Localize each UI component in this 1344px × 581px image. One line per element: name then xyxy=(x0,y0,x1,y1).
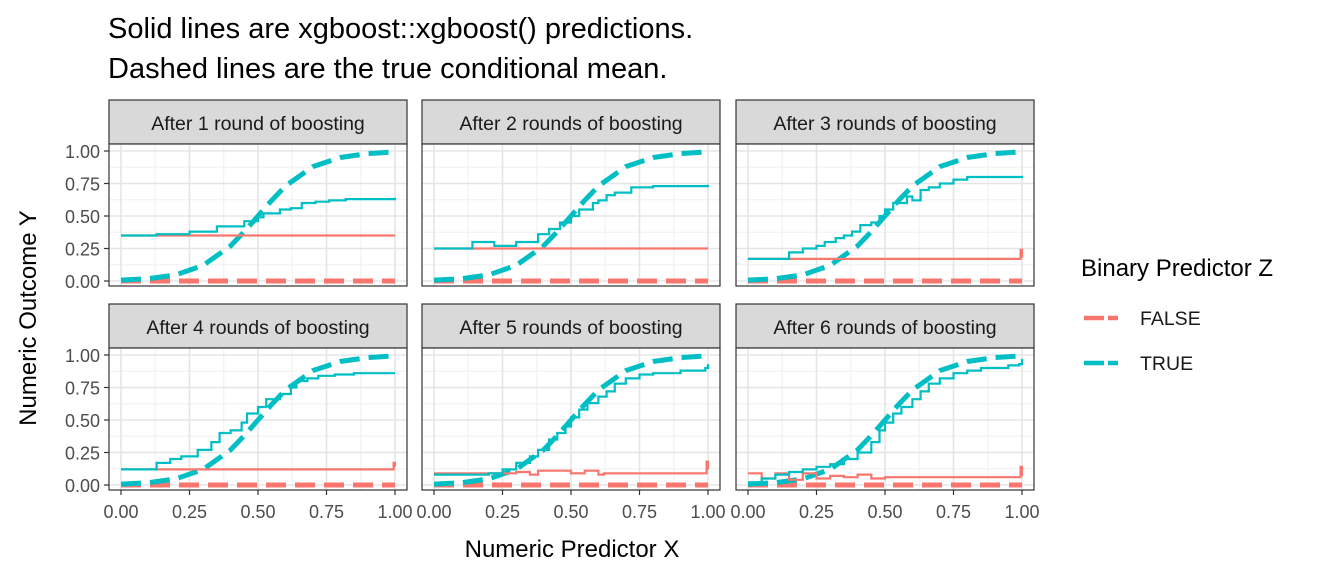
facet-strip-label: After 4 rounds of boosting xyxy=(146,317,369,339)
facet-panel-5: After 5 rounds of boosting 0.00 0.25 0.50 0.… xyxy=(416,303,726,522)
facet-strip xyxy=(735,303,1035,349)
prediction-line-true xyxy=(434,364,710,476)
legend-title: Binary Predictor Z xyxy=(1081,255,1273,282)
x-axis-label: Numeric Predictor X xyxy=(465,536,680,563)
x-tick-label: 0.25 xyxy=(799,502,834,522)
legend: Binary Predictor Z FALSE TRUE xyxy=(1081,255,1273,375)
chart-title-line-2: Dashed lines are the true conditional me… xyxy=(108,53,667,85)
x-tick-label: 1.00 xyxy=(690,502,725,522)
prediction-line-true xyxy=(434,184,710,250)
panel-border xyxy=(735,143,1035,287)
x-tick-label: 0.00 xyxy=(416,502,451,522)
x-tick-label: 1.00 xyxy=(1004,502,1039,522)
prediction-line-true xyxy=(748,175,1024,260)
x-tick-label: 0.50 xyxy=(240,502,275,522)
x-tick-label: 0.75 xyxy=(309,502,344,522)
x-tick-label: 0.00 xyxy=(103,502,138,522)
y-tick-label: 0.50 xyxy=(65,411,100,431)
facet-strip xyxy=(108,303,408,349)
y-tick-label: 0.50 xyxy=(65,207,100,227)
y-tick-label: 0.75 xyxy=(65,175,100,195)
facet-panel-6: After 6 rounds of boosting 0.00 0.25 0.50 0.… xyxy=(730,303,1040,522)
prediction-line-true xyxy=(748,358,1024,484)
facet-panel-4: After 4 rounds of boosting 0.00 0.25 0.50 0.… xyxy=(65,303,413,522)
prediction-line-false xyxy=(748,465,1024,481)
y-tick-label: 0.75 xyxy=(65,379,100,399)
x-tick-label: 0.50 xyxy=(867,502,902,522)
panels-layer: After 1 round of boosting 0.00 0.25 0.50 0.7… xyxy=(65,99,1040,522)
panel-border xyxy=(108,143,408,287)
x-tick-label: 0.50 xyxy=(553,502,588,522)
y-tick-label: 0.25 xyxy=(65,240,100,260)
facet-strip-label: After 2 rounds of boosting xyxy=(459,113,682,135)
panel-border xyxy=(421,143,721,287)
x-tick-label: 0.00 xyxy=(730,502,765,522)
legend-entries: FALSE TRUE xyxy=(1084,308,1201,375)
x-tick-label: 0.75 xyxy=(936,502,971,522)
y-axis-label: Numeric Outcome Y xyxy=(15,210,42,426)
facet-panel-3: After 3 rounds of boosting xyxy=(735,99,1035,287)
legend-label: TRUE xyxy=(1140,353,1193,375)
x-tick-label: 0.25 xyxy=(485,502,520,522)
x-tick-label: 1.00 xyxy=(377,502,412,522)
x-tick-label: 0.75 xyxy=(622,502,657,522)
true-mean-line-true xyxy=(120,149,396,283)
facet-strip-label: After 6 rounds of boosting xyxy=(773,317,996,339)
facet-strip-label: After 1 round of boosting xyxy=(151,113,365,135)
prediction-line-false xyxy=(121,461,397,471)
facet-strip-label: After 5 rounds of boosting xyxy=(459,317,682,339)
facet-strip xyxy=(735,99,1035,145)
y-tick-label: 0.25 xyxy=(65,444,100,464)
legend-entry-true: TRUE xyxy=(1084,353,1193,375)
prediction-line-false xyxy=(748,248,1024,260)
facet-panel-1: After 1 round of boosting 0.00 0.25 0.50 0.7… xyxy=(65,99,408,292)
y-tick-label: 1.00 xyxy=(65,142,100,162)
facet-strip xyxy=(108,99,408,145)
true-mean-line-true xyxy=(120,353,396,487)
facet-strip-label: After 3 rounds of boosting xyxy=(773,113,996,135)
legend-label: FALSE xyxy=(1140,308,1201,330)
facet-panel-2: After 2 rounds of boosting xyxy=(421,99,721,287)
chart-title-line-1: Solid lines are xgboost::xgboost() predi… xyxy=(108,13,693,45)
legend-entry-false: FALSE xyxy=(1084,308,1201,330)
y-tick-label: 0.00 xyxy=(65,272,100,292)
x-tick-label: 0.25 xyxy=(172,502,207,522)
y-tick-label: 1.00 xyxy=(65,346,100,366)
y-tick-label: 0.00 xyxy=(65,476,100,496)
true-mean-line-true xyxy=(747,353,1023,487)
prediction-line-false xyxy=(434,460,710,476)
prediction-line-true xyxy=(121,197,397,237)
prediction-line-true xyxy=(121,372,395,471)
